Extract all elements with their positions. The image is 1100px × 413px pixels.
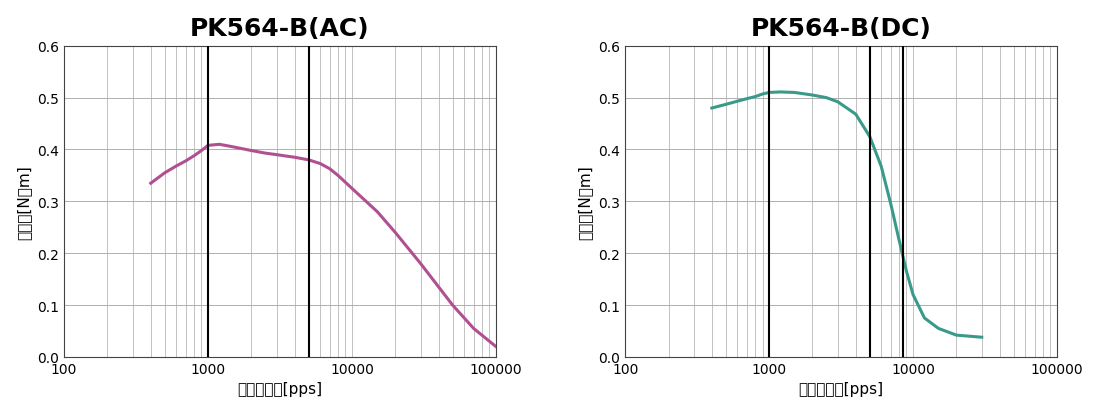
Y-axis label: トルク[N・m]: トルク[N・m] [578, 164, 593, 239]
X-axis label: パルス速度[pps]: パルス速度[pps] [799, 382, 883, 396]
X-axis label: パルス速度[pps]: パルス速度[pps] [238, 382, 322, 396]
Title: PK564-B(AC): PK564-B(AC) [190, 17, 370, 40]
Y-axis label: トルク[N・m]: トルク[N・m] [16, 164, 32, 239]
Title: PK564-B(DC): PK564-B(DC) [750, 17, 932, 40]
